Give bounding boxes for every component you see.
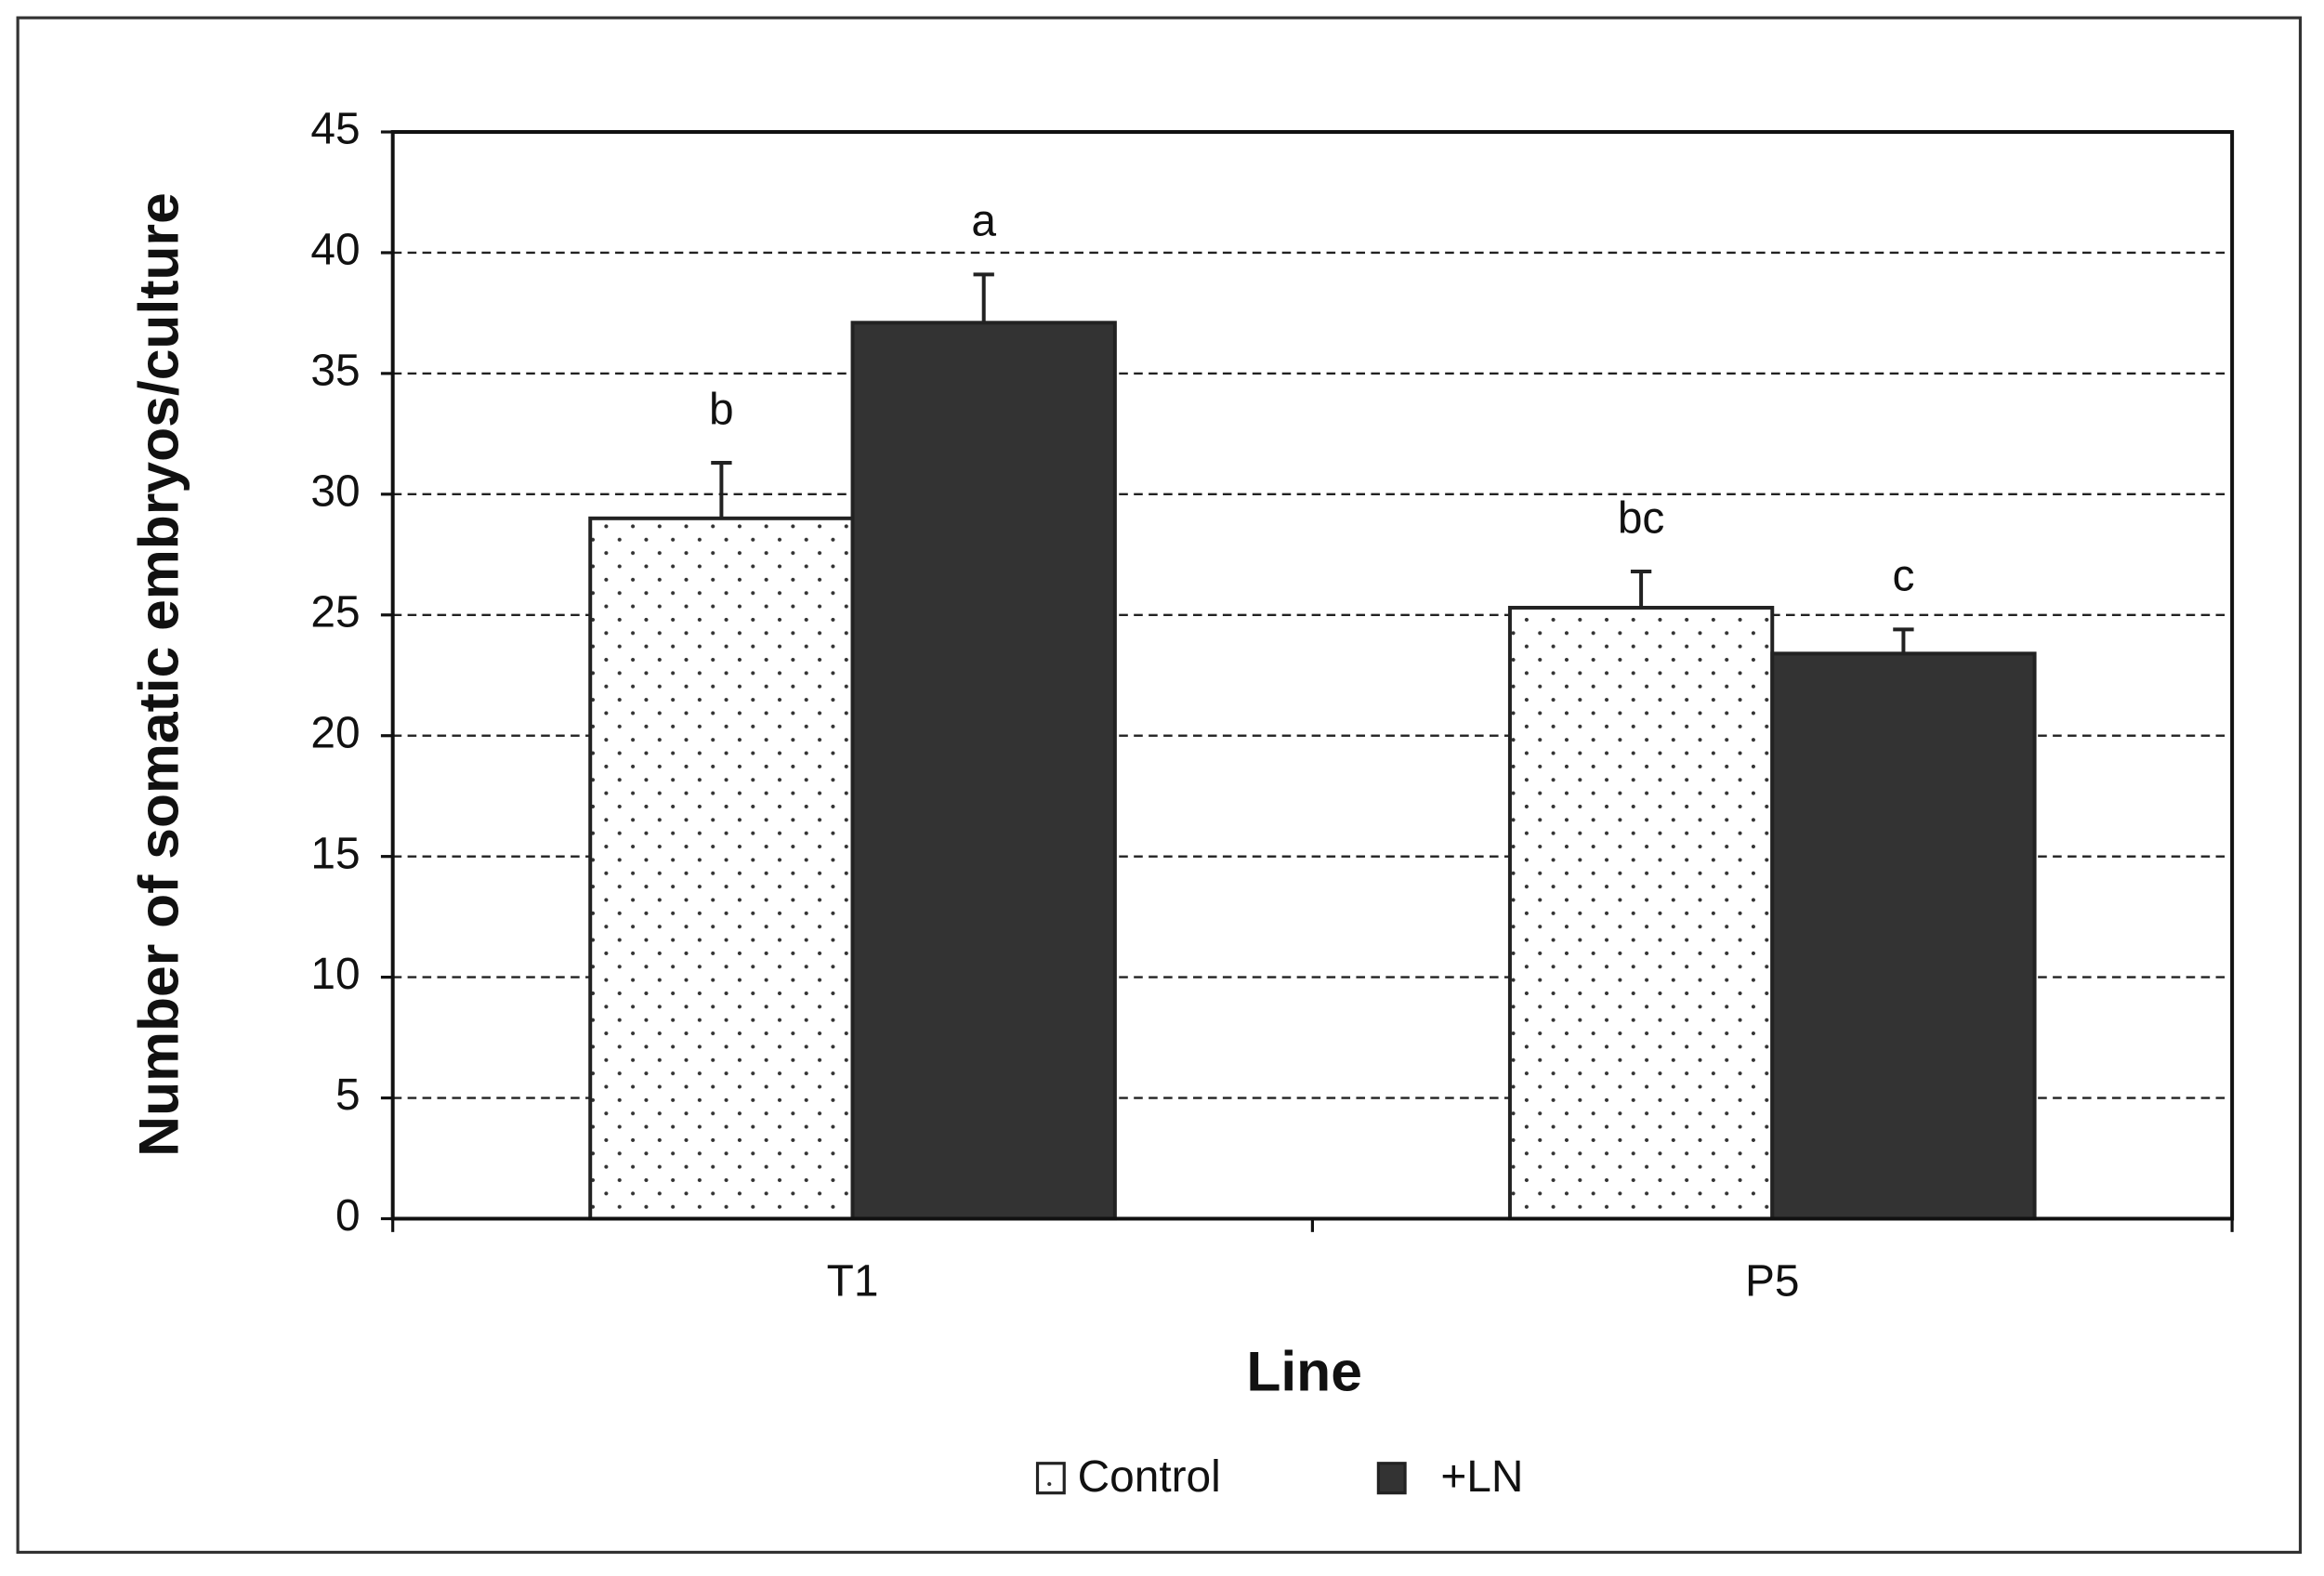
significance-letter: a [971,197,996,246]
bar [850,321,1117,1221]
legend-label: +LN [1440,1452,1523,1502]
error-bar [1630,569,1652,608]
legend-swatch [1035,1462,1066,1495]
significance-letter: bc [1618,493,1665,543]
bar [1770,651,2037,1221]
legend-label: Control [1078,1452,1221,1502]
y-tick-label: 5 [335,1070,361,1120]
x-tick-label: T1 [827,1256,879,1306]
y-tick-label: 30 [310,466,360,516]
significance-letter: c [1892,552,1914,601]
x-axis-title: Line [1246,1340,1362,1403]
y-tick-label: 0 [335,1191,361,1241]
plot-border [390,130,2235,1221]
legend-dot [1047,1482,1052,1487]
y-tick-label: 15 [310,829,360,878]
y-tick-label: 40 [310,226,360,275]
y-tick-label: 45 [310,105,360,154]
y-axis-title: Number of somatic embryos/culture [126,192,190,1157]
error-bar [711,461,732,519]
y-tick-label: 25 [310,587,360,637]
error-bar [1893,627,1914,654]
bar [1507,605,1775,1221]
y-tick-label: 20 [310,708,360,757]
y-tick-label: 35 [310,347,360,396]
x-tick-label: P5 [1745,1256,1800,1306]
error-bar [973,272,994,323]
bar [588,516,855,1221]
legend-swatch [1376,1462,1407,1495]
y-tick-label: 10 [310,950,360,999]
significance-letter: b [709,385,734,434]
